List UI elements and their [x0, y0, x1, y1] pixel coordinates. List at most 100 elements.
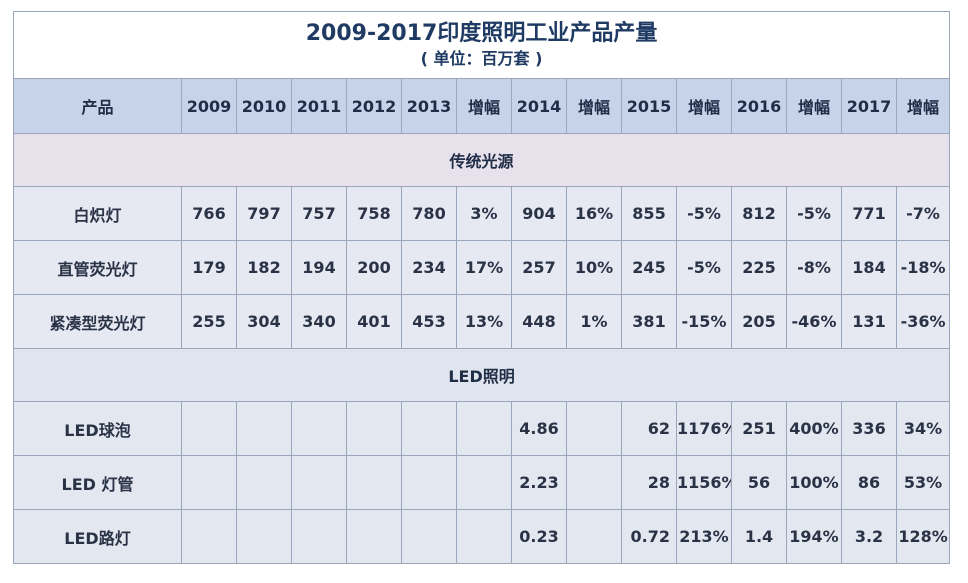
value-cell: 304: [236, 294, 292, 349]
value-cell: [236, 509, 292, 564]
value-cell: 1.4: [731, 509, 787, 564]
value-cell: [346, 509, 402, 564]
value-cell: 13%: [456, 294, 512, 349]
table-row: LED路灯 0.23 0.72 213% 1.4 194% 3.2 128%: [13, 509, 951, 564]
value-cell: -5%: [676, 240, 732, 295]
value-cell: 194%: [786, 509, 842, 564]
value-cell: [456, 455, 512, 510]
value-cell: 10%: [566, 240, 622, 295]
value-cell: 904: [511, 186, 567, 241]
header-col-9: 2015: [621, 78, 677, 134]
value-cell: 184: [841, 240, 897, 295]
header-col-13: 2017: [841, 78, 897, 134]
value-cell: [236, 455, 292, 510]
table-row: 紧凑型荧光灯 255 304 340 401 453 13% 448 1% 381 -15% 205-…: [13, 294, 951, 349]
header-row: 产品 2009 2010 2011 2012 2013 增幅 2014 增幅 2015 增幅 2016…: [13, 78, 951, 134]
production-table-frame: 2009-2017印度照明工业产品产量 ( 单位：百万套 ) 产品 2009 201…: [12, 11, 951, 569]
header-col-12: 增幅: [786, 78, 842, 134]
value-cell: 0.72: [621, 509, 677, 564]
value-cell: 255: [181, 294, 237, 349]
value-cell: 340: [291, 294, 347, 349]
value-cell: 855: [621, 186, 677, 241]
value-cell: -18%: [895, 240, 951, 295]
production-table: 2009-2017印度照明工业产品产量 ( 单位：百万套 ) 产品 2009 201…: [12, 11, 951, 564]
section-row: LED照明: [12, 348, 951, 402]
value-cell: 234: [401, 240, 457, 295]
value-cell: 179: [181, 240, 237, 295]
table-row: 白炽灯 766 797 757 758 780 3% 904 16% 855 -5% 812 -5% 77…: [13, 186, 951, 241]
value-cell: [566, 401, 622, 456]
value-cell: 766: [181, 186, 237, 241]
value-cell: 780: [401, 186, 457, 241]
header-product: 产品: [13, 78, 182, 134]
value-cell: 1176%: [676, 401, 732, 456]
section-label: LED照明: [12, 348, 951, 402]
value-cell: 4.86: [511, 401, 567, 456]
value-cell: 17%: [456, 240, 512, 295]
header-col-2: 2010: [236, 78, 292, 134]
header-col-7: 2014: [511, 78, 567, 134]
value-cell: 34%: [895, 401, 951, 456]
header-col-11: 2016: [731, 78, 787, 134]
value-cell: [181, 401, 237, 456]
product-name: 白炽灯: [13, 186, 182, 241]
value-cell: [401, 401, 457, 456]
value-cell: 16%: [566, 186, 622, 241]
value-cell: -7%: [895, 186, 951, 241]
value-cell: 453: [401, 294, 457, 349]
header-col-8: 增幅: [566, 78, 622, 134]
value-cell: -8%: [786, 240, 842, 295]
header-col-6: 增幅: [456, 78, 512, 134]
value-cell: [346, 455, 402, 510]
value-cell: [401, 509, 457, 564]
value-cell: -46%: [786, 294, 842, 349]
value-cell: 194: [291, 240, 347, 295]
value-cell: -36%: [895, 294, 951, 349]
header-col-10: 增幅: [676, 78, 732, 134]
value-cell: [456, 509, 512, 564]
section-label: 传统光源: [12, 133, 951, 187]
title-cell: 2009-2017印度照明工业产品产量 ( 单位：百万套 ): [12, 11, 951, 79]
value-cell: 812: [731, 186, 787, 241]
value-cell: 62: [621, 401, 677, 456]
value-cell: 205: [731, 294, 787, 349]
header-col-3: 2011: [291, 78, 347, 134]
value-cell: 3.2: [841, 509, 897, 564]
value-cell: 2.23: [511, 455, 567, 510]
value-cell: -5%: [786, 186, 842, 241]
value-cell: 400%: [786, 401, 842, 456]
product-name: 直管荧光灯: [13, 240, 182, 295]
value-cell: 128%: [895, 509, 951, 564]
value-cell: 100%: [786, 455, 842, 510]
value-cell: -5%: [676, 186, 732, 241]
value-cell: 131: [841, 294, 897, 349]
value-cell: 758: [346, 186, 402, 241]
value-cell: [566, 455, 622, 510]
value-cell: 56: [731, 455, 787, 510]
header-col-4: 2012: [346, 78, 402, 134]
value-cell: [181, 509, 237, 564]
value-cell: [346, 401, 402, 456]
value-cell: 448: [511, 294, 567, 349]
value-cell: [566, 509, 622, 564]
product-name: LED球泡: [13, 401, 182, 456]
value-cell: 381: [621, 294, 677, 349]
value-cell: 757: [291, 186, 347, 241]
table-title: 2009-2017印度照明工业产品产量: [305, 21, 658, 46]
value-cell: [236, 401, 292, 456]
value-cell: 251: [731, 401, 787, 456]
product-name: LED 灯管: [13, 455, 182, 510]
section-row: 传统光源: [12, 133, 951, 187]
value-cell: 28: [621, 455, 677, 510]
value-cell: 771: [841, 186, 897, 241]
value-cell: 797: [236, 186, 292, 241]
header-col-5: 2013: [401, 78, 457, 134]
value-cell: 182: [236, 240, 292, 295]
value-cell: 225: [731, 240, 787, 295]
table-row: 直管荧光灯 179 182 194 200 234 17% 257 10% 245 -5% 225 -8…: [13, 240, 951, 295]
value-cell: [456, 401, 512, 456]
value-cell: 86: [841, 455, 897, 510]
value-cell: [181, 455, 237, 510]
title-row: 2009-2017印度照明工业产品产量 ( 单位：百万套 ): [12, 11, 951, 79]
